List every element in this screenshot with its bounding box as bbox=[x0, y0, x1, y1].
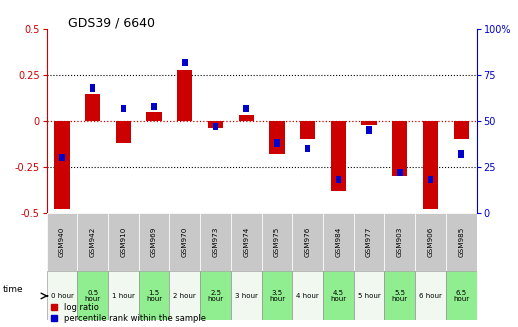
Bar bbox=[85, 94, 100, 121]
Bar bbox=[139, 271, 169, 320]
Bar bbox=[384, 271, 415, 320]
Bar bbox=[428, 176, 433, 183]
Bar bbox=[177, 70, 193, 121]
Text: GSM976: GSM976 bbox=[305, 227, 311, 257]
Text: GSM942: GSM942 bbox=[90, 227, 96, 257]
Text: GSM970: GSM970 bbox=[182, 227, 188, 257]
Bar bbox=[458, 150, 464, 158]
Text: 2 hour: 2 hour bbox=[174, 293, 196, 299]
Text: 6 hour: 6 hour bbox=[419, 293, 442, 299]
Bar bbox=[77, 271, 108, 320]
Bar bbox=[59, 154, 65, 161]
Bar bbox=[262, 271, 292, 320]
Text: 0.5
hour: 0.5 hour bbox=[84, 290, 100, 302]
Bar bbox=[262, 213, 292, 271]
Bar bbox=[147, 112, 162, 121]
Bar bbox=[423, 121, 438, 209]
Text: 5 hour: 5 hour bbox=[358, 293, 380, 299]
Text: GSM910: GSM910 bbox=[120, 227, 126, 257]
Bar bbox=[200, 271, 231, 320]
Bar bbox=[392, 121, 408, 176]
Bar bbox=[231, 213, 262, 271]
Text: 3 hour: 3 hour bbox=[235, 293, 257, 299]
Bar bbox=[274, 139, 280, 146]
Bar bbox=[108, 271, 139, 320]
Text: 1 hour: 1 hour bbox=[112, 293, 135, 299]
Bar bbox=[231, 271, 262, 320]
Text: GSM975: GSM975 bbox=[274, 227, 280, 257]
Bar bbox=[292, 271, 323, 320]
Bar bbox=[169, 213, 200, 271]
Bar bbox=[47, 271, 77, 320]
Bar bbox=[323, 271, 354, 320]
Bar bbox=[121, 105, 126, 112]
Bar bbox=[415, 271, 446, 320]
Text: GSM940: GSM940 bbox=[59, 227, 65, 257]
Bar bbox=[300, 121, 315, 139]
Bar bbox=[243, 105, 249, 112]
Bar bbox=[323, 213, 354, 271]
Text: GSM969: GSM969 bbox=[151, 227, 157, 257]
Bar bbox=[54, 121, 69, 209]
Text: GSM985: GSM985 bbox=[458, 227, 464, 257]
Text: 0 hour: 0 hour bbox=[51, 293, 74, 299]
Text: GSM984: GSM984 bbox=[335, 227, 341, 257]
Bar bbox=[366, 127, 372, 134]
Text: GSM973: GSM973 bbox=[212, 227, 219, 257]
Bar bbox=[292, 213, 323, 271]
Bar bbox=[305, 145, 310, 152]
Bar bbox=[354, 213, 384, 271]
Text: 1.5
hour: 1.5 hour bbox=[146, 290, 162, 302]
Bar bbox=[397, 169, 402, 176]
Text: time: time bbox=[3, 285, 23, 294]
Text: GDS39 / 6640: GDS39 / 6640 bbox=[68, 16, 155, 29]
Bar bbox=[269, 121, 284, 154]
Bar bbox=[213, 123, 218, 130]
Text: 2.5
hour: 2.5 hour bbox=[208, 290, 224, 302]
Bar bbox=[330, 121, 346, 191]
Bar bbox=[454, 121, 469, 139]
Bar bbox=[77, 213, 108, 271]
Bar bbox=[384, 213, 415, 271]
Text: GSM906: GSM906 bbox=[427, 227, 434, 257]
Text: 3.5
hour: 3.5 hour bbox=[269, 290, 285, 302]
Bar bbox=[151, 103, 157, 110]
Text: 5.5
hour: 5.5 hour bbox=[392, 290, 408, 302]
Bar bbox=[182, 59, 188, 66]
Bar bbox=[208, 121, 223, 128]
Bar bbox=[336, 176, 341, 183]
Bar bbox=[169, 271, 200, 320]
Text: GSM974: GSM974 bbox=[243, 227, 249, 257]
Bar bbox=[108, 213, 139, 271]
Bar bbox=[139, 213, 169, 271]
Bar bbox=[415, 213, 446, 271]
Bar bbox=[446, 213, 477, 271]
Bar bbox=[239, 115, 254, 121]
Bar bbox=[200, 213, 231, 271]
Bar bbox=[116, 121, 131, 143]
Bar bbox=[362, 121, 377, 125]
Text: GSM903: GSM903 bbox=[397, 227, 403, 257]
Bar bbox=[47, 213, 77, 271]
Text: 4 hour: 4 hour bbox=[296, 293, 319, 299]
Bar bbox=[354, 271, 384, 320]
Text: GSM977: GSM977 bbox=[366, 227, 372, 257]
Text: 4.5
hour: 4.5 hour bbox=[330, 290, 347, 302]
Bar bbox=[446, 271, 477, 320]
Text: 6.5
hour: 6.5 hour bbox=[453, 290, 469, 302]
Bar bbox=[90, 84, 95, 92]
Legend: log ratio, percentile rank within the sample: log ratio, percentile rank within the sa… bbox=[51, 303, 206, 323]
